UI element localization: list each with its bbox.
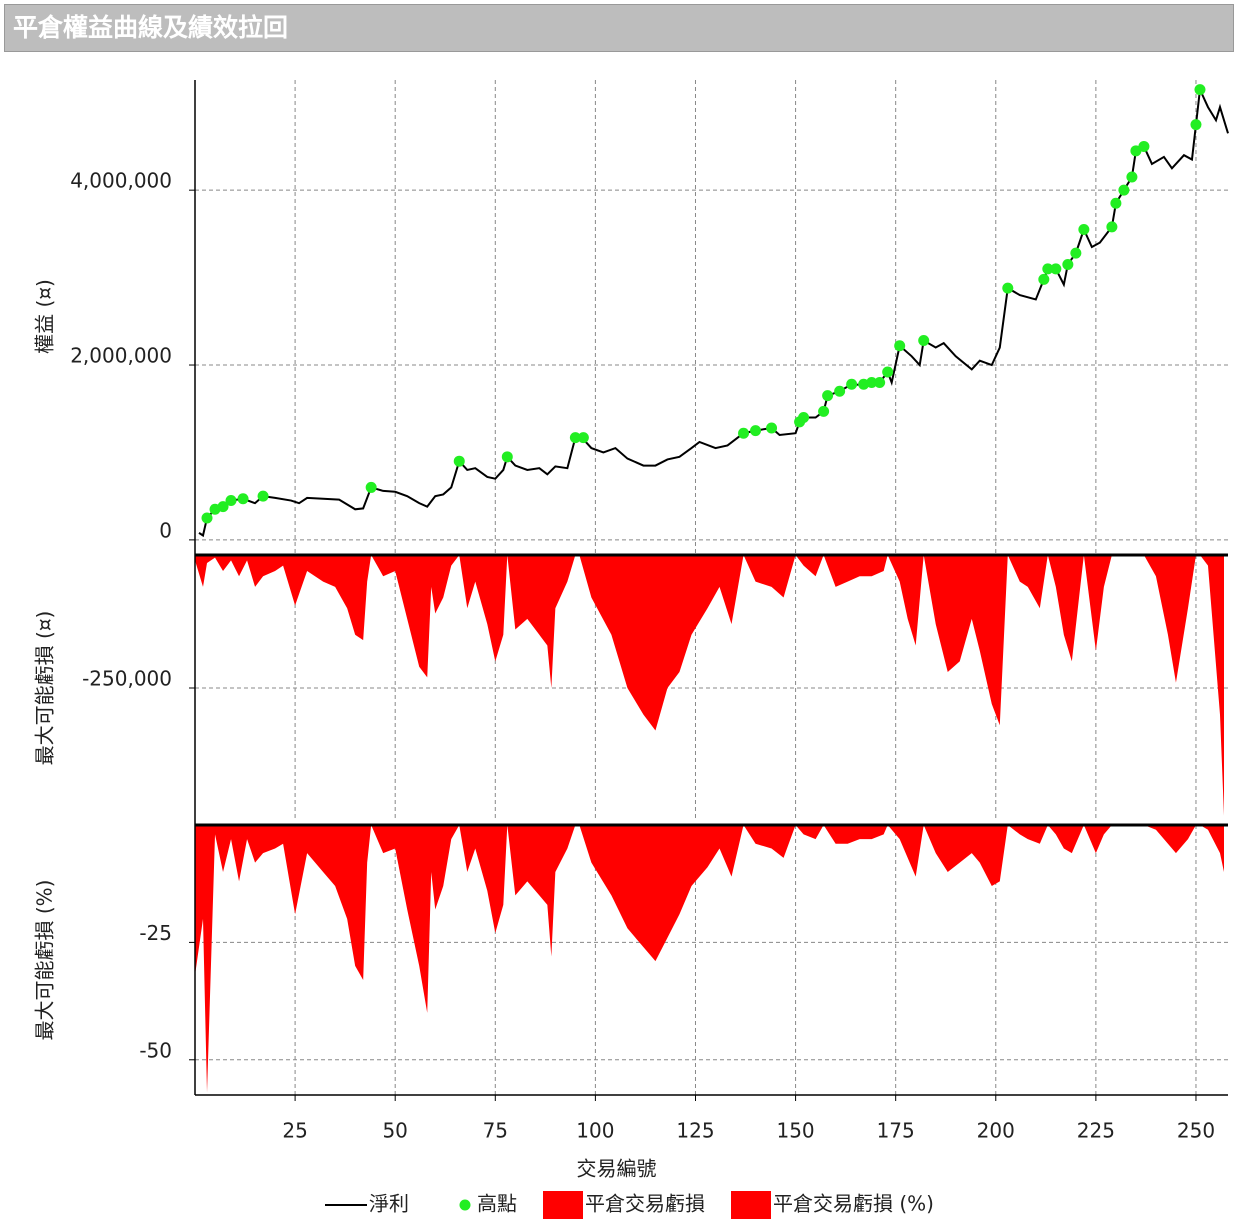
high-point xyxy=(365,481,377,493)
high-point xyxy=(217,501,229,513)
high-point xyxy=(577,432,589,444)
high-point xyxy=(798,411,810,423)
high-point xyxy=(501,451,513,463)
equity-line xyxy=(198,85,1229,538)
x-tick-label: 125 xyxy=(676,1119,714,1143)
high-point xyxy=(846,378,858,390)
drawdown-area xyxy=(195,555,1224,816)
x-tick-label: 200 xyxy=(977,1119,1015,1143)
high-point xyxy=(882,366,894,378)
x-tick-label: 175 xyxy=(877,1119,915,1143)
x-tick-label: 100 xyxy=(576,1119,614,1143)
x-tick-label: 150 xyxy=(776,1119,814,1143)
high-point xyxy=(1062,258,1074,270)
y-tick-label: -25 xyxy=(139,921,172,945)
high-point xyxy=(569,432,581,444)
high-point xyxy=(225,495,237,507)
high-point xyxy=(738,427,750,439)
x-tick-label: 75 xyxy=(483,1119,508,1143)
high-point xyxy=(866,377,878,389)
high-point xyxy=(1106,221,1118,233)
high-point xyxy=(1126,171,1138,183)
high-point xyxy=(750,425,762,437)
high-point xyxy=(1138,140,1150,152)
high-point xyxy=(894,340,906,352)
legend-label: 平倉交易虧損 xyxy=(585,1192,705,1216)
high-point xyxy=(1042,263,1054,275)
legend-swatch xyxy=(543,1191,583,1219)
drawdown-area xyxy=(195,825,1224,1093)
legend-label: 平倉交易虧損 (%) xyxy=(773,1192,934,1216)
high-point xyxy=(818,405,830,417)
high-point xyxy=(257,490,269,502)
y-tick-label: -250,000 xyxy=(82,667,172,691)
high-point xyxy=(201,512,213,524)
high-point xyxy=(918,335,930,347)
high-point xyxy=(874,377,886,389)
high-point xyxy=(766,422,778,434)
y-tick-label: 0 xyxy=(159,518,172,542)
high-point xyxy=(822,390,834,402)
y-axis-label: 最大可能虧損 (%) xyxy=(33,880,57,1041)
high-point xyxy=(453,455,465,467)
high-point xyxy=(1194,84,1206,96)
legend-dot xyxy=(459,1199,471,1211)
x-tick-label: 50 xyxy=(382,1119,407,1143)
high-point xyxy=(1078,224,1090,236)
x-tick-label: 225 xyxy=(1077,1119,1115,1143)
title-bar: 平倉權益曲線及績效拉回 xyxy=(4,4,1234,52)
y-tick-label: -50 xyxy=(139,1038,172,1062)
high-point xyxy=(1130,145,1142,157)
high-point xyxy=(1002,282,1014,294)
legend-label: 淨利 xyxy=(369,1192,409,1216)
high-point xyxy=(1050,263,1062,275)
y-axis-label: 權益 (¤) xyxy=(33,279,57,354)
x-tick-label: 25 xyxy=(282,1119,307,1143)
y-axis-label: 最大可能虧損 (¤) xyxy=(33,611,57,766)
high-point xyxy=(1190,119,1202,131)
y-tick-label: 4,000,000 xyxy=(70,169,172,193)
x-tick-label: 250 xyxy=(1177,1119,1215,1143)
high-point xyxy=(1110,197,1122,209)
y-tick-label: 2,000,000 xyxy=(70,344,172,368)
legend-label: 高點 xyxy=(477,1192,517,1216)
high-point xyxy=(1070,247,1082,259)
high-point xyxy=(1118,184,1130,196)
high-point xyxy=(1038,273,1050,285)
high-point xyxy=(834,385,846,397)
x-axis-label: 交易編號 xyxy=(577,1157,657,1181)
legend-swatch xyxy=(731,1191,771,1219)
high-point xyxy=(237,493,249,505)
